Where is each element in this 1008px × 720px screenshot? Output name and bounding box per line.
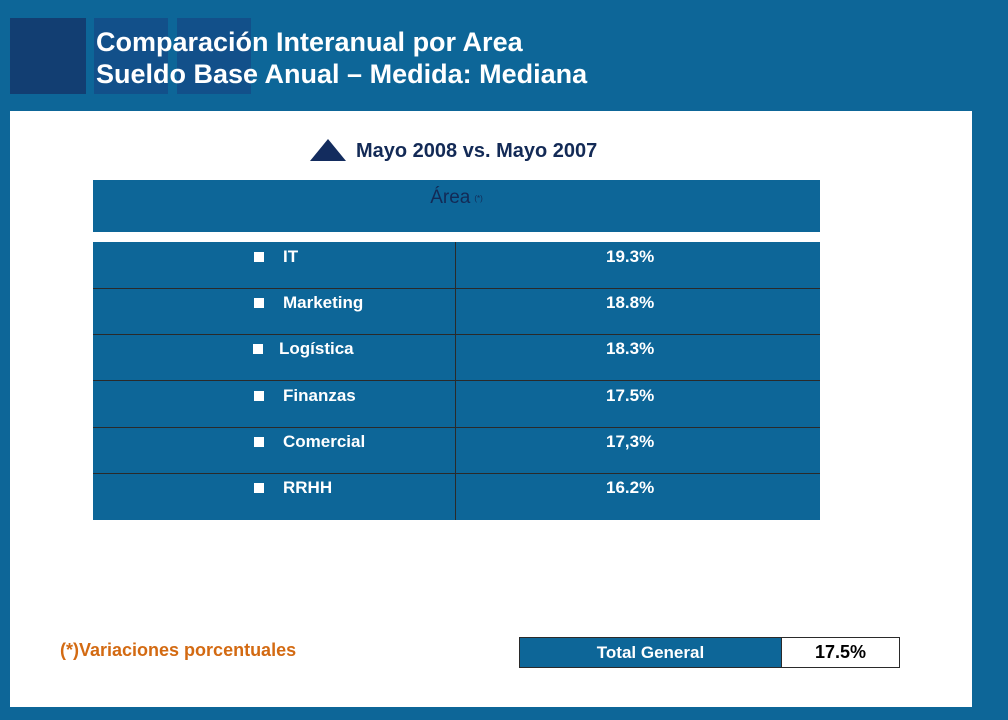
area-value: 18.3% bbox=[606, 339, 655, 358]
page-title: Comparación Interanual por Area Sueldo B… bbox=[96, 26, 587, 90]
area-name: Comercial bbox=[283, 432, 366, 451]
decor-square-dark bbox=[10, 18, 86, 94]
table-row: Finanzas 17.5% bbox=[93, 381, 820, 428]
bullet-icon bbox=[254, 252, 264, 262]
area-value: 19.3% bbox=[606, 247, 655, 266]
decor-square bbox=[94, 18, 168, 94]
area-name: Marketing bbox=[283, 293, 364, 312]
decor-square bbox=[177, 18, 251, 94]
footnote: (*)Variaciones porcentuales bbox=[60, 640, 297, 660]
bullet-icon bbox=[254, 437, 264, 447]
table-row: RRHH 16.2% bbox=[93, 473, 820, 519]
area-table-header: Área (*) bbox=[93, 180, 820, 232]
column-divider bbox=[455, 242, 456, 520]
table-row: IT 19.3% bbox=[93, 242, 820, 289]
area-name: Finanzas bbox=[283, 386, 356, 405]
triangle-up-icon bbox=[310, 139, 346, 161]
total-box: Total General 17.5% bbox=[519, 637, 900, 668]
area-value: 16.2% bbox=[606, 478, 655, 497]
area-table: IT 19.3% Marketing 18.8% Logística 18.3%… bbox=[93, 242, 820, 520]
area-name: Logística bbox=[279, 339, 354, 358]
area-name: IT bbox=[283, 247, 299, 266]
bullet-icon bbox=[254, 391, 264, 401]
table-row: Comercial 17,3% bbox=[93, 427, 820, 474]
bullet-icon bbox=[253, 344, 263, 354]
area-value: 17,3% bbox=[606, 432, 655, 451]
total-label: Total General bbox=[520, 638, 782, 667]
area-name: RRHH bbox=[283, 478, 333, 497]
area-value: 17.5% bbox=[606, 386, 655, 405]
title-line-2: Sueldo Base Anual – Medida: Mediana bbox=[96, 59, 588, 89]
table-row: Marketing 18.8% bbox=[93, 288, 820, 335]
bullet-icon bbox=[254, 298, 264, 308]
title-line-1: Comparación Interanual por Area bbox=[96, 27, 523, 57]
total-value: 17.5% bbox=[782, 638, 899, 667]
area-header-note: (*) bbox=[474, 194, 483, 204]
comparison-label: Mayo 2008 vs. Mayo 2007 bbox=[356, 140, 598, 162]
table-row: Logística 18.3% bbox=[93, 334, 820, 381]
area-value: 18.8% bbox=[606, 293, 655, 312]
bullet-icon bbox=[254, 483, 264, 493]
area-header-label: Área bbox=[430, 187, 471, 208]
